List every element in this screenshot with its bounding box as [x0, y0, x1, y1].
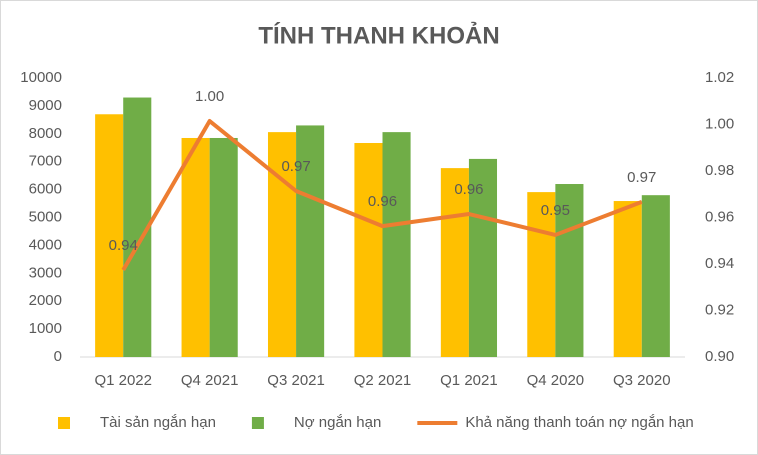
bar [440, 168, 469, 357]
data-label: 1.00 [195, 88, 224, 105]
x-tick-label: Q4 2020 [527, 372, 585, 389]
y-tick-label: 10000 [20, 69, 62, 86]
legend-label: Tài sản ngắn hạn [100, 414, 216, 431]
y2-tick-label: 1.00 [705, 115, 734, 132]
y-tick-label: 5000 [29, 208, 62, 225]
line [121, 119, 643, 272]
x-tick-label: Q1 2022 [94, 372, 152, 389]
bar [641, 195, 670, 357]
bar [181, 137, 210, 357]
legend-swatch [251, 417, 264, 429]
x-tick-label: Q4 2021 [181, 372, 239, 389]
data-label: 0.96 [454, 181, 483, 198]
y2-tick-label: 0.90 [705, 348, 734, 365]
y-tick-label: 4000 [29, 236, 62, 253]
y-tick-label: 0 [54, 348, 62, 365]
y-tick-label: 9000 [29, 97, 62, 114]
legend-swatch [58, 417, 70, 429]
y2-tick-label: 1.02 [705, 69, 734, 86]
legend-label: Nợ ngắn hạn [294, 414, 381, 431]
bar [95, 114, 124, 358]
y-tick-label: 8000 [29, 125, 62, 142]
bar [354, 143, 383, 357]
y-tick-label: 3000 [29, 264, 62, 281]
bar [296, 125, 325, 358]
x-tick-label: Q3 2020 [613, 372, 671, 389]
y2-tick-label: 0.96 [705, 208, 734, 225]
data-label: 0.94 [109, 237, 138, 254]
bar [468, 158, 498, 357]
y-tick-label: 7000 [29, 153, 62, 170]
y-tick-label: 1000 [29, 320, 62, 337]
data-label: 0.96 [368, 193, 397, 210]
bar [382, 132, 411, 357]
x-tick-label: Q3 2021 [267, 372, 325, 389]
bar [209, 137, 238, 357]
legend-label: Khả năng thanh toán nợ ngắn hạn [465, 414, 693, 431]
chart-title: TÍNH THANH KHOẢN [258, 20, 499, 49]
x-tick-label: Q2 2021 [354, 372, 412, 389]
y2-tick-label: 0.98 [705, 162, 734, 179]
data-label: 0.97 [281, 158, 310, 175]
y2-tick-label: 0.94 [705, 255, 734, 272]
data-label: 0.95 [541, 202, 570, 219]
bar [555, 184, 584, 357]
y-tick-label: 6000 [29, 181, 62, 198]
bar [527, 192, 556, 357]
y2-tick-label: 0.92 [705, 301, 734, 318]
data-label: 0.97 [627, 169, 656, 186]
x-tick-label: Q1 2021 [440, 372, 498, 389]
y-tick-label: 2000 [29, 292, 62, 309]
bar [613, 201, 642, 357]
